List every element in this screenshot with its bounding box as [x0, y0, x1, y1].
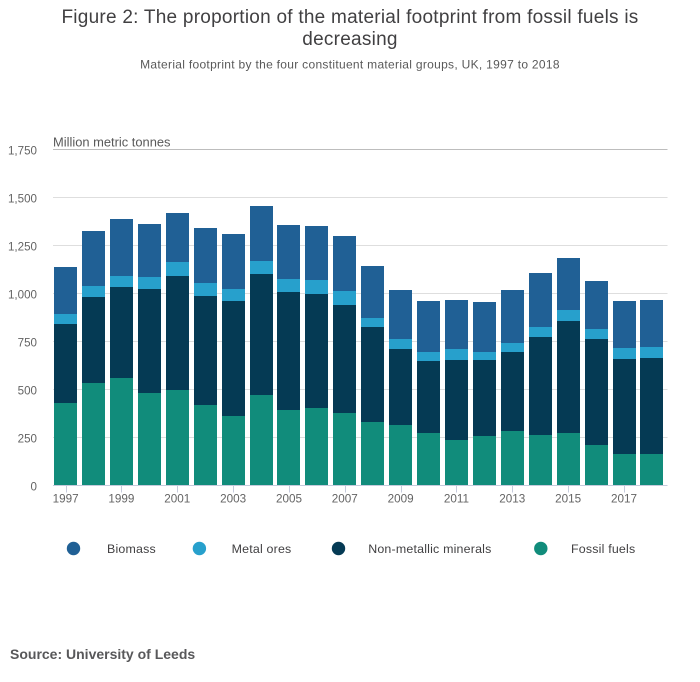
- svg-text:2001: 2001: [164, 493, 190, 506]
- svg-text:Million metric tonnes: Million metric tonnes: [53, 135, 171, 150]
- svg-text:1,250: 1,250: [8, 241, 37, 254]
- svg-text:1997: 1997: [53, 493, 79, 506]
- svg-text:2003: 2003: [220, 493, 246, 506]
- svg-text:Source: University of Leeds: Source: University of Leeds: [10, 646, 195, 662]
- svg-text:0: 0: [31, 481, 37, 494]
- svg-text:2013: 2013: [499, 493, 525, 506]
- svg-text:500: 500: [18, 385, 37, 398]
- svg-text:250: 250: [18, 433, 37, 446]
- svg-text:Figure 2: The proportion of th: Figure 2: The proportion of the material…: [61, 7, 638, 28]
- svg-text:2005: 2005: [276, 493, 303, 506]
- svg-text:1,500: 1,500: [8, 193, 37, 206]
- svg-text:1,000: 1,000: [8, 289, 37, 302]
- svg-text:2011: 2011: [444, 493, 469, 506]
- svg-text:Biomass: Biomass: [107, 542, 156, 556]
- svg-text:decreasing: decreasing: [302, 29, 397, 50]
- svg-text:2009: 2009: [388, 493, 414, 506]
- svg-text:1999: 1999: [108, 493, 134, 506]
- svg-text:2007: 2007: [332, 493, 358, 506]
- svg-text:Material footprint by the four: Material footprint by the four constitue…: [140, 58, 560, 72]
- svg-text:Metal ores: Metal ores: [232, 542, 292, 556]
- svg-text:2017: 2017: [611, 493, 637, 506]
- svg-text:2015: 2015: [555, 493, 582, 506]
- svg-text:1,750: 1,750: [8, 145, 37, 158]
- svg-text:Fossil fuels: Fossil fuels: [571, 542, 635, 556]
- svg-text:Non-metallic minerals: Non-metallic minerals: [368, 542, 491, 556]
- svg-text:750: 750: [18, 337, 37, 350]
